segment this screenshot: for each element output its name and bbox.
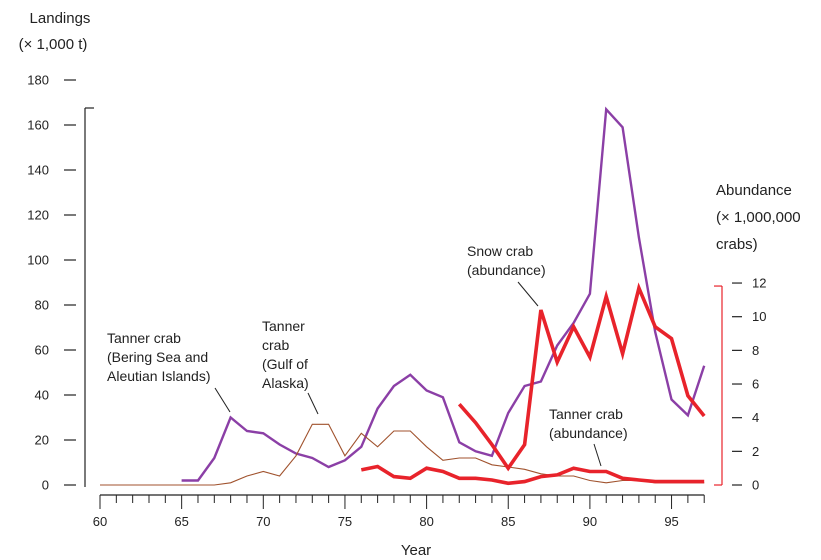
right-axis-title-line-2: (× 1,000,000 <box>716 209 801 226</box>
left-axis-tick-label: 180 <box>27 73 49 88</box>
left-axis-tick-label: 60 <box>35 343 49 358</box>
annotation-tanner-abundance: Tanner crab (abundance) <box>549 406 628 467</box>
annotation-tanner-gulf-line-1: Tanner <box>262 318 305 334</box>
left-axis-title-line-2: (× 1,000 t) <box>19 36 88 53</box>
annotation-tanner-gulf-line-2: crab <box>262 337 289 353</box>
annotation-tanner-bering-leader <box>214 387 231 413</box>
annotation-tanner-abundance-leader <box>593 443 602 467</box>
left-axis-tick-label: 0 <box>42 478 49 493</box>
annotation-tanner-bering-line-2: (Bering Sea and <box>107 349 208 365</box>
annotation-tanner-bering-line-3: Aleutian Islands) <box>107 368 211 384</box>
x-axis-title: Year <box>401 542 431 559</box>
left-axis-tick-label: 80 <box>35 298 49 313</box>
right-axis-tick-label: 12 <box>752 276 766 291</box>
x-axis-tick-label: 90 <box>583 514 597 529</box>
annotation-tanner-bering-line-1: Tanner crab <box>107 330 181 346</box>
annotation-snow-crab-line-2: (abundance) <box>467 262 546 278</box>
annotation-snow-crab-line-1: Snow crab <box>467 243 533 259</box>
annotation-tanner-gulf: Tanner crab (Gulf of Alaska) <box>262 318 319 415</box>
annotation-tanner-gulf-line-3: (Gulf of <box>262 356 308 372</box>
left-axis-tick-label: 20 <box>35 433 49 448</box>
right-axis-tick-label: 6 <box>752 377 759 392</box>
series-tanner-crab-abundance <box>360 464 705 486</box>
right-axis-title-line-3: crabs) <box>716 236 758 253</box>
left-axis-tick-label: 140 <box>27 163 49 178</box>
left-axis-tick-label: 120 <box>27 208 49 223</box>
annotation-tanner-abundance-line-1: Tanner crab <box>549 406 623 422</box>
annotation-tanner-bering: Tanner crab (Bering Sea and Aleutian Isl… <box>107 330 231 413</box>
series-snow-crab-abundance <box>457 282 706 472</box>
right-axis-tick-label: 8 <box>752 343 759 358</box>
annotation-tanner-abundance-line-2: (abundance) <box>549 425 628 441</box>
right-axis-tick-label: 10 <box>752 309 766 324</box>
right-axis-title-line-1: Abundance <box>716 182 792 199</box>
annotation-snow-crab: Snow crab (abundance) <box>467 243 546 307</box>
x-axis-tick-label: 65 <box>174 514 188 529</box>
x-axis-tick-label: 80 <box>419 514 433 529</box>
x-axis-tick-label: 60 <box>93 514 107 529</box>
x-axis-tick-label: 85 <box>501 514 515 529</box>
right-axis-tick-label: 4 <box>752 410 759 425</box>
annotation-snow-crab-leader <box>517 281 539 307</box>
left-axis-tick-label: 100 <box>27 253 49 268</box>
right-axis-tick-label: 0 <box>752 478 759 493</box>
x-axis-tick-label: 70 <box>256 514 270 529</box>
series-tanner-bering-landings <box>181 106 706 482</box>
left-axis-tick-label: 40 <box>35 388 49 403</box>
x-axis-tick-label: 75 <box>338 514 352 529</box>
x-axis-tick-label: 95 <box>664 514 678 529</box>
annotation-tanner-gulf-line-4: Alaska) <box>262 375 309 391</box>
right-axis-tick-label: 2 <box>752 444 759 459</box>
left-axis-tick-label: 160 <box>27 118 49 133</box>
series-tanner-gulf-landings <box>100 423 705 486</box>
left-axis-title-line-1: Landings <box>30 10 91 27</box>
annotation-tanner-gulf-leader <box>307 392 319 415</box>
